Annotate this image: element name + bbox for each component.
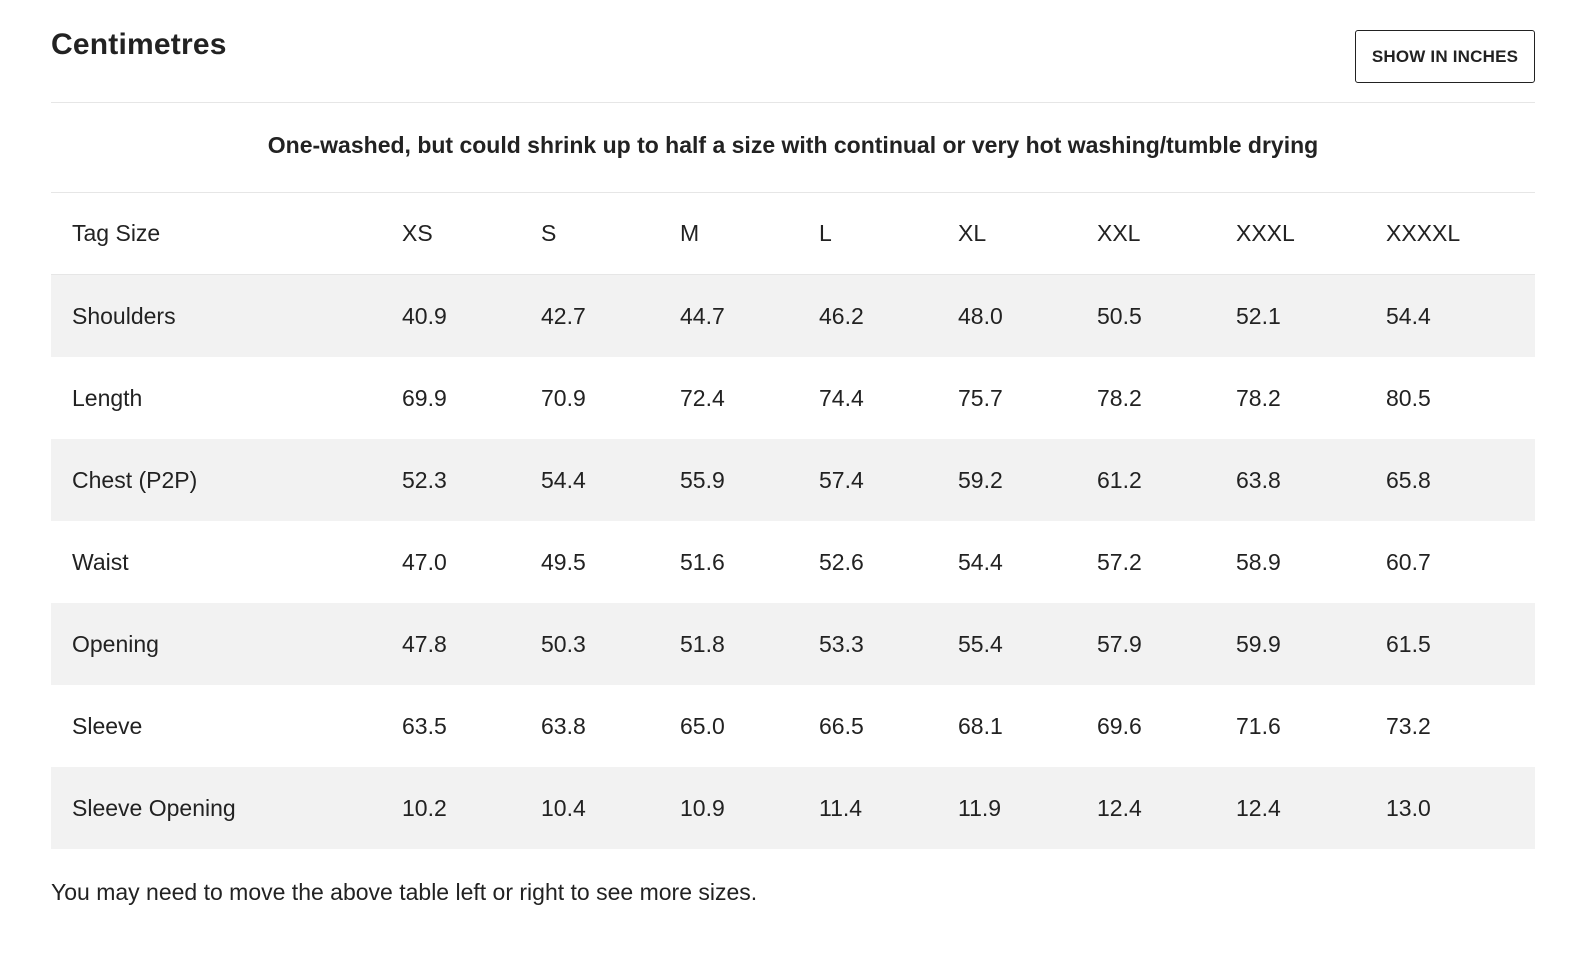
table-cell: 10.2 (402, 767, 541, 849)
table-cell: 72.4 (680, 384, 725, 411)
care-note: One-washed, but could shrink up to half … (51, 103, 1535, 193)
page-title: Centimetres (51, 28, 227, 61)
row-label: Opening (51, 603, 402, 685)
table-cell: 53.3 (819, 603, 958, 685)
table-cell: 63.5 (402, 712, 447, 739)
table-cell: 48.0 (958, 274, 1097, 357)
table-cell: 61.2 (1097, 439, 1236, 521)
table-cell: 12.4 (1097, 767, 1236, 849)
table-cell: 60.7 (1386, 548, 1431, 575)
size-table: Tag Size XS S M L XL XXL XXXL XXXXL Shou… (51, 193, 1535, 849)
table-cell: 74.4 (819, 384, 864, 411)
table-cell: 58.9 (1236, 548, 1281, 575)
row-label: Chest (P2P) (51, 439, 402, 521)
table-cell: 50.3 (541, 603, 680, 685)
table-cell: 57.2 (1097, 548, 1142, 575)
column-header: M (680, 193, 819, 275)
table-header-row: Tag Size XS S M L XL XXL XXXL XXXXL (51, 193, 1535, 275)
table-row: Waist 47.0 49.5 51.6 52.6 54.4 57.2 58.9… (51, 521, 1535, 603)
table-cell: 63.8 (541, 712, 586, 739)
table-cell: 10.4 (541, 767, 680, 849)
column-header: L (819, 193, 958, 275)
table-cell: 12.4 (1236, 767, 1386, 849)
table-row: Sleeve Opening 10.2 10.4 10.9 11.4 11.9 … (51, 767, 1535, 849)
table-cell: 40.9 (402, 274, 541, 357)
table-cell: 65.0 (680, 712, 725, 739)
table-cell: 71.6 (1236, 712, 1281, 739)
table-row: Shoulders 40.9 42.7 44.7 46.2 48.0 50.5 … (51, 274, 1535, 357)
table-cell: 44.7 (680, 274, 819, 357)
table-cell: 51.8 (680, 603, 819, 685)
table-cell: 78.2 (1236, 384, 1281, 411)
table-cell: 51.6 (680, 548, 725, 575)
row-label: Sleeve Opening (51, 767, 402, 849)
table-cell: 55.9 (680, 439, 819, 521)
table-cell: 57.4 (819, 439, 958, 521)
table-cell: 57.9 (1097, 603, 1236, 685)
table-cell: 52.6 (819, 548, 864, 575)
column-header: XXXL (1236, 193, 1386, 275)
table-cell: 59.9 (1236, 603, 1386, 685)
table-row: Sleeve 63.5 63.8 65.0 66.5 68.1 69.6 71.… (51, 685, 1535, 767)
size-guide: Centimetres SHOW IN INCHES One-washed, b… (51, 0, 1535, 906)
row-label: Shoulders (51, 274, 402, 357)
table-cell: 54.4 (1386, 274, 1535, 357)
scroll-hint: You may need to move the above table lef… (51, 879, 758, 905)
table-cell: 78.2 (1097, 384, 1142, 411)
table-row: Length 69.9 70.9 72.4 74.4 75.7 78.2 78.… (51, 357, 1535, 439)
table-cell: 66.5 (819, 712, 864, 739)
table-cell: 69.9 (402, 384, 447, 411)
table-cell: 69.6 (1097, 712, 1142, 739)
table-cell: 73.2 (1386, 712, 1431, 739)
column-header: XS (402, 193, 541, 275)
table-cell: 54.4 (958, 548, 1003, 575)
table-row: Opening 47.8 50.3 51.8 53.3 55.4 57.9 59… (51, 603, 1535, 685)
table-cell: 70.9 (541, 384, 586, 411)
table-cell: 50.5 (1097, 274, 1236, 357)
table-cell: 65.8 (1386, 439, 1535, 521)
table-cell: 61.5 (1386, 603, 1535, 685)
row-label: Waist (72, 548, 129, 575)
table-cell: 11.9 (958, 767, 1097, 849)
column-header: S (541, 193, 680, 275)
table-cell: 55.4 (958, 603, 1097, 685)
table-cell: 52.1 (1236, 274, 1386, 357)
column-header: XL (958, 193, 1097, 275)
size-guide-header: Centimetres SHOW IN INCHES (51, 0, 1535, 103)
column-header: XXXXL (1386, 193, 1535, 275)
column-header: Tag Size (51, 193, 402, 275)
table-cell: 42.7 (541, 274, 680, 357)
show-in-inches-button[interactable]: SHOW IN INCHES (1355, 30, 1535, 83)
table-cell: 47.8 (402, 603, 541, 685)
table-cell: 68.1 (958, 712, 1003, 739)
table-cell: 10.9 (680, 767, 819, 849)
table-cell: 49.5 (541, 548, 586, 575)
table-cell: 11.4 (819, 767, 958, 849)
table-cell: 59.2 (958, 439, 1097, 521)
table-row: Chest (P2P) 52.3 54.4 55.9 57.4 59.2 61.… (51, 439, 1535, 521)
table-cell: 63.8 (1236, 439, 1386, 521)
table-cell: 52.3 (402, 439, 541, 521)
row-label: Length (72, 384, 143, 411)
table-cell: 54.4 (541, 439, 680, 521)
table-cell: 47.0 (402, 548, 447, 575)
column-header: XXL (1097, 193, 1236, 275)
table-cell: 75.7 (958, 384, 1003, 411)
table-cell: 80.5 (1386, 384, 1431, 411)
table-cell: 46.2 (819, 274, 958, 357)
row-label: Sleeve (72, 712, 143, 739)
table-cell: 13.0 (1386, 767, 1535, 849)
